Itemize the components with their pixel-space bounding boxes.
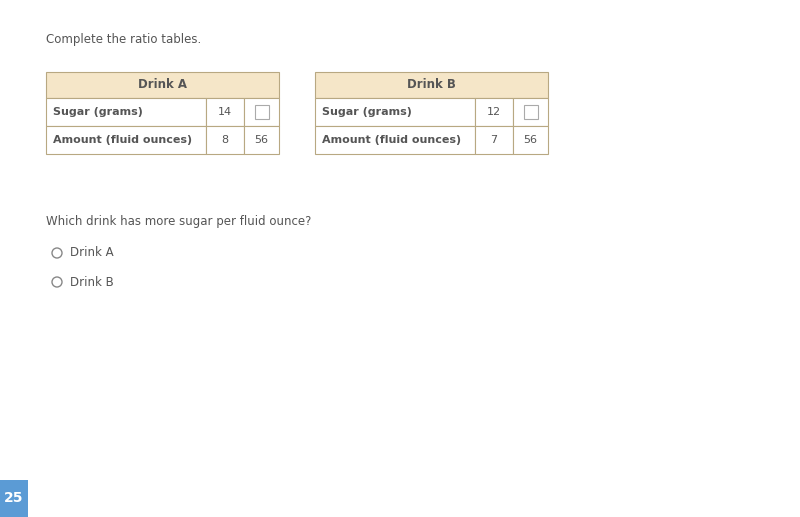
Bar <box>475 126 513 154</box>
Text: Amount (fluid ounces): Amount (fluid ounces) <box>53 135 192 145</box>
Bar <box>0 480 28 517</box>
Bar <box>523 105 538 119</box>
Text: Drink B: Drink B <box>407 79 456 92</box>
Text: 7: 7 <box>490 135 498 145</box>
Bar <box>46 126 206 154</box>
Circle shape <box>52 248 62 258</box>
Bar <box>46 72 279 98</box>
Bar <box>513 98 548 126</box>
Bar <box>206 126 244 154</box>
Bar <box>206 98 244 126</box>
Text: 25: 25 <box>4 492 24 506</box>
Text: 12: 12 <box>487 107 501 117</box>
Text: Sugar (grams): Sugar (grams) <box>322 107 412 117</box>
Text: 14: 14 <box>218 107 232 117</box>
Text: Which drink has more sugar per fluid ounce?: Which drink has more sugar per fluid oun… <box>46 216 311 229</box>
Bar <box>475 98 513 126</box>
Text: Drink A: Drink A <box>70 247 114 260</box>
Text: Drink A: Drink A <box>138 79 187 92</box>
Bar <box>244 98 279 126</box>
Text: 8: 8 <box>222 135 229 145</box>
Bar <box>315 72 548 98</box>
Text: Drink B: Drink B <box>70 276 114 288</box>
Bar <box>315 126 475 154</box>
Bar <box>46 98 206 126</box>
Bar <box>244 126 279 154</box>
Text: Amount (fluid ounces): Amount (fluid ounces) <box>322 135 461 145</box>
Text: 56: 56 <box>523 135 538 145</box>
Text: 56: 56 <box>254 135 269 145</box>
Text: Complete the ratio tables.: Complete the ratio tables. <box>46 34 202 47</box>
Bar <box>315 98 475 126</box>
Bar <box>254 105 269 119</box>
Circle shape <box>52 277 62 287</box>
Bar <box>513 126 548 154</box>
Text: Sugar (grams): Sugar (grams) <box>53 107 143 117</box>
